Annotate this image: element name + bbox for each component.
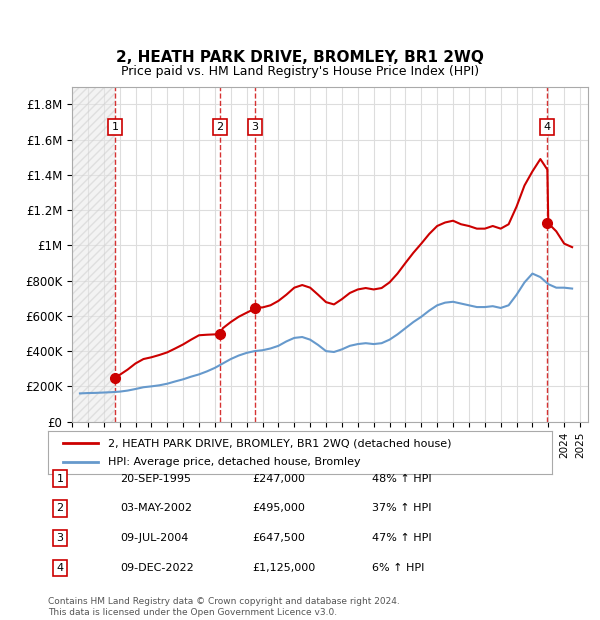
Text: 03-MAY-2002: 03-MAY-2002 (120, 503, 192, 513)
Text: £247,000: £247,000 (252, 474, 305, 484)
Text: 4: 4 (56, 563, 64, 573)
Text: Contains HM Land Registry data © Crown copyright and database right 2024.
This d: Contains HM Land Registry data © Crown c… (48, 598, 400, 617)
Text: 4: 4 (544, 122, 551, 132)
Text: HPI: Average price, detached house, Bromley: HPI: Average price, detached house, Brom… (109, 457, 361, 467)
Text: 2: 2 (56, 503, 64, 513)
Text: 6% ↑ HPI: 6% ↑ HPI (372, 563, 424, 573)
Text: 2, HEATH PARK DRIVE, BROMLEY, BR1 2WQ: 2, HEATH PARK DRIVE, BROMLEY, BR1 2WQ (116, 50, 484, 65)
Text: 37% ↑ HPI: 37% ↑ HPI (372, 503, 431, 513)
Text: 48% ↑ HPI: 48% ↑ HPI (372, 474, 431, 484)
Text: 09-DEC-2022: 09-DEC-2022 (120, 563, 194, 573)
Text: 2, HEATH PARK DRIVE, BROMLEY, BR1 2WQ (detached house): 2, HEATH PARK DRIVE, BROMLEY, BR1 2WQ (d… (109, 438, 452, 448)
Text: £1,125,000: £1,125,000 (252, 563, 315, 573)
Text: 3: 3 (56, 533, 64, 543)
Text: £647,500: £647,500 (252, 533, 305, 543)
Text: 09-JUL-2004: 09-JUL-2004 (120, 533, 188, 543)
Text: 1: 1 (112, 122, 119, 132)
Text: £495,000: £495,000 (252, 503, 305, 513)
Text: 3: 3 (251, 122, 259, 132)
Text: 1: 1 (56, 474, 64, 484)
Text: 2: 2 (217, 122, 224, 132)
Text: Price paid vs. HM Land Registry's House Price Index (HPI): Price paid vs. HM Land Registry's House … (121, 64, 479, 78)
Bar (72, 87, 115, 422)
Text: 47% ↑ HPI: 47% ↑ HPI (372, 533, 431, 543)
Text: 20-SEP-1995: 20-SEP-1995 (120, 474, 191, 484)
